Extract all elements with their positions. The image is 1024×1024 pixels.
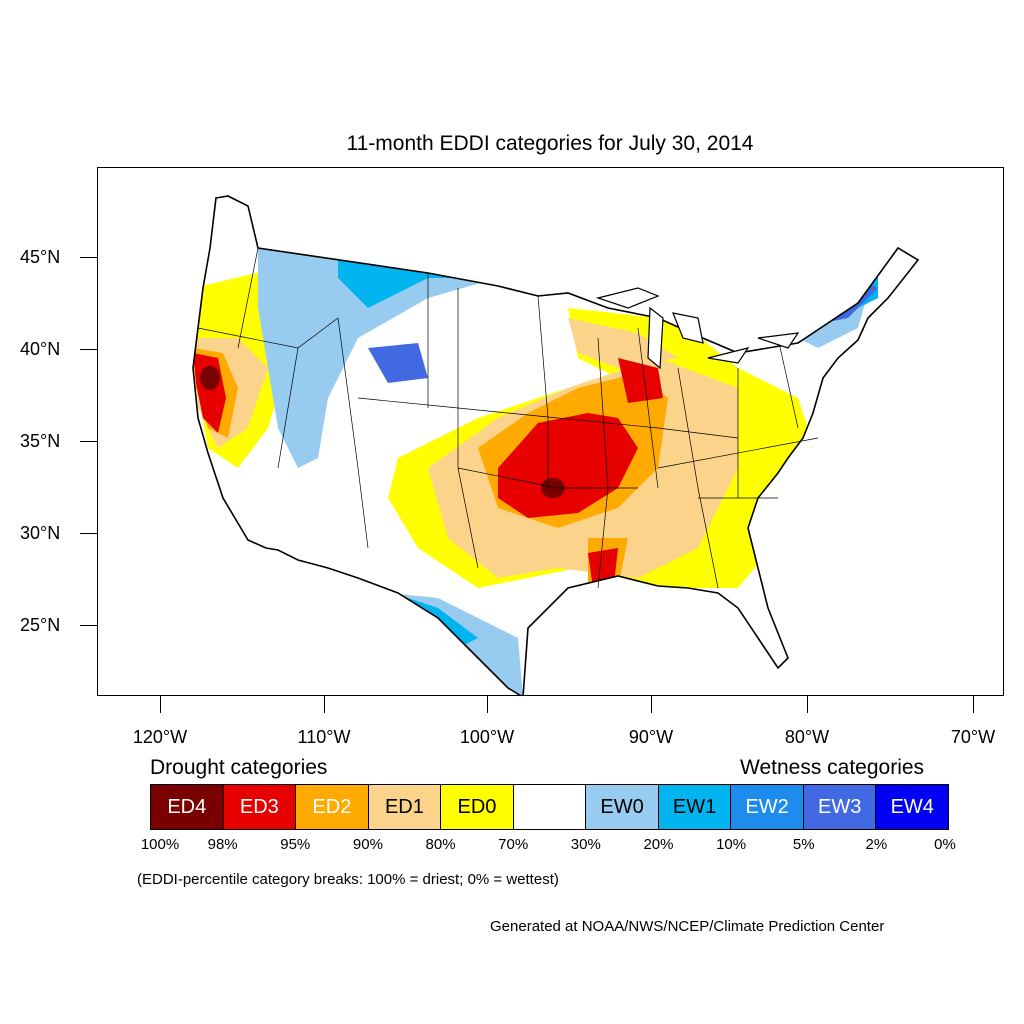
lat-label-45: 45°N	[20, 247, 61, 267]
lat-label-25: 25°N	[20, 615, 61, 635]
wetness-categories-heading: Wetness categories	[740, 756, 925, 779]
legend-box-neutral	[513, 785, 587, 829]
great-lakes	[595, 287, 800, 370]
legend-box-ed2: ED2	[296, 785, 369, 829]
eddi-map	[97, 167, 1004, 696]
legend-box-ew0: EW0	[586, 785, 659, 829]
percent-break-label: 70%	[498, 836, 529, 853]
legend-box-ed1: ED1	[368, 785, 442, 829]
lat-tick	[80, 625, 97, 627]
drought-categories-heading: Drought categories	[150, 756, 328, 779]
anomaly-shading	[193, 196, 918, 695]
legend-box-ed3: ED3	[223, 785, 297, 829]
lon-label-120: 120°W	[132, 727, 188, 747]
legend-box-ed4: ED4	[151, 785, 224, 829]
lon-tick	[324, 696, 326, 713]
percent-break-label: 95%	[280, 836, 311, 853]
lon-tick	[487, 696, 489, 713]
percent-break-label: 0%	[934, 836, 956, 853]
lat-tick	[80, 533, 97, 535]
lat-tick	[80, 441, 97, 443]
percent-break-label: 20%	[643, 836, 674, 853]
percent-break-label: 100%	[140, 836, 180, 853]
legend-box-ew2: EW2	[731, 785, 804, 829]
state-boundaries	[197, 247, 819, 589]
lon-label-100: 100°W	[459, 727, 515, 747]
lon-tick	[973, 696, 975, 713]
percent-break-label: 10%	[716, 836, 747, 853]
percent-break-label: 80%	[425, 836, 456, 853]
legend-box-ed0: ED0	[441, 785, 514, 829]
map-title: 11-month EDDI categories for July 30, 20…	[346, 132, 754, 155]
percent-break-label: 2%	[865, 836, 888, 853]
category-legend: ED4 ED3 ED2 ED1 ED0 EW0 EW1 EW2 EW3 EW4	[150, 784, 949, 830]
lon-tick	[651, 696, 653, 713]
category-note: (EDDI-percentile category breaks: 100% =…	[137, 871, 559, 888]
lat-label-35: 35°N	[20, 431, 61, 451]
eddi-map-canvas	[192, 195, 920, 695]
lon-label-90: 90°W	[628, 727, 674, 747]
lat-label-40: 40°N	[20, 339, 61, 359]
lat-label-30: 30°N	[20, 523, 61, 543]
lon-label-80: 80°W	[784, 727, 830, 747]
lat-tick	[80, 257, 97, 259]
legend-box-ew4: EW4	[876, 785, 949, 829]
lon-tick	[807, 696, 809, 713]
lon-label-110: 110°W	[297, 727, 351, 747]
lon-label-70: 70°W	[950, 727, 996, 747]
credit-line: Generated at NOAA/NWS/NCEP/Climate Predi…	[490, 918, 885, 935]
legend-box-ew3: EW3	[803, 785, 877, 829]
percent-break-label: 90%	[352, 836, 383, 853]
legend-box-ew1: EW1	[658, 785, 732, 829]
percent-break-label: 30%	[570, 836, 601, 853]
percent-break-label: 5%	[792, 836, 815, 853]
lon-tick	[160, 696, 162, 713]
lat-tick	[80, 349, 97, 351]
percent-break-label: 98%	[207, 836, 238, 853]
